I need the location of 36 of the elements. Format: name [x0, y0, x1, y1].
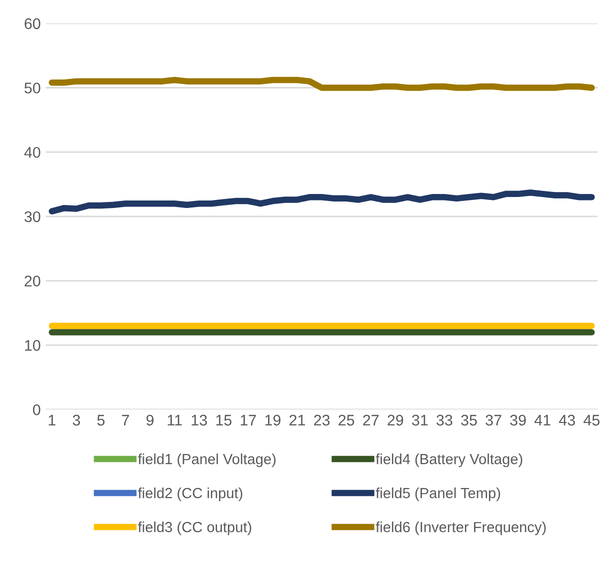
x-tick-label: 5 [97, 414, 105, 426]
x-tick-label: 3 [72, 414, 80, 426]
legend-label: field4 (Battery Voltage) [376, 454, 522, 468]
x-tick-label: 17 [240, 414, 256, 426]
x-tick-label: 25 [338, 414, 354, 426]
y-tick-label: 60 [24, 18, 40, 30]
x-tick-label: 37 [486, 414, 502, 426]
x-tick-label: 15 [216, 414, 232, 426]
legend-label: field3 (CC output) [138, 522, 252, 536]
x-tick-label: 35 [461, 414, 477, 426]
y-tick-label: 20 [24, 276, 40, 286]
x-tick-label: 21 [290, 414, 305, 426]
legend-label: field1 (Panel Voltage) [138, 454, 276, 468]
legend-label: field6 (Inverter Frequency) [376, 522, 546, 536]
x-tick-label: 11 [168, 414, 182, 426]
x-tick-label: 7 [122, 414, 129, 426]
x-tick-label: 39 [510, 414, 526, 426]
y-tick-label: 30 [24, 211, 40, 222]
x-tick-label: 31 [412, 414, 428, 426]
y-tick-label: 50 [24, 82, 40, 94]
x-tick-label: 13 [192, 414, 207, 426]
x-tick-label: 43 [558, 414, 575, 426]
x-tick-label: 1 [48, 414, 56, 426]
x-tick-label: 29 [388, 414, 404, 426]
x-tick-label: 41 [534, 414, 550, 426]
y-tick-label: 0 [32, 404, 40, 416]
x-tick-label: 9 [146, 414, 154, 426]
x-tick-label: 23 [314, 414, 330, 426]
legend-label: field5 (Panel Temp) [376, 488, 500, 502]
x-tick-label: 45 [584, 414, 600, 426]
x-tick-label: 33 [436, 414, 452, 426]
legend-label: field2 (CC input) [138, 488, 242, 502]
y-tick-label: 40 [24, 146, 40, 158]
x-tick-label: 19 [265, 414, 280, 426]
y-tick-label: 10 [25, 340, 40, 351]
x-tick-label: 27 [363, 414, 379, 426]
